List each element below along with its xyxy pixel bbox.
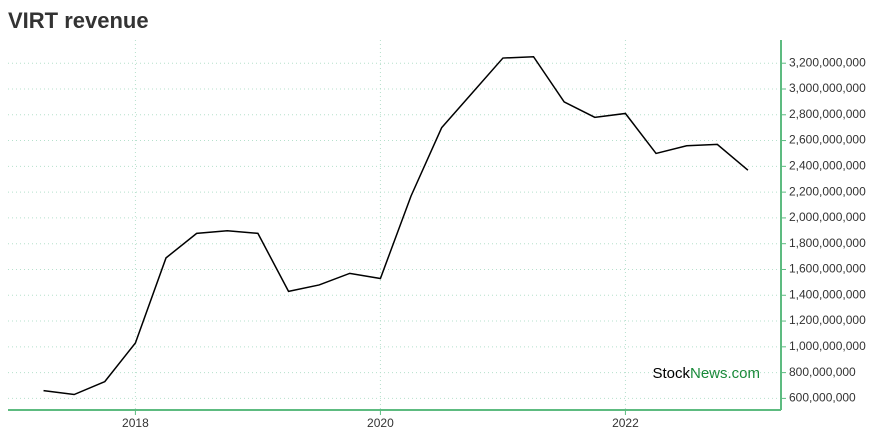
- y-tick-label: 800,000,000: [789, 365, 856, 379]
- y-tick-label: 1,800,000,000: [789, 236, 866, 250]
- y-tick-label: 1,200,000,000: [789, 313, 866, 327]
- chart-title: VIRT revenue: [8, 8, 149, 33]
- y-tick-label: 2,800,000,000: [789, 107, 866, 121]
- y-tick-label: 2,000,000,000: [789, 210, 866, 224]
- y-tick-label: 2,600,000,000: [789, 133, 866, 147]
- y-tick-label: 3,000,000,000: [789, 81, 866, 95]
- line: [43, 55, 749, 396]
- watermark-part: News.com: [690, 365, 760, 382]
- y-tick-label: 1,400,000,000: [789, 287, 866, 301]
- x-tick-label: 2020: [367, 416, 394, 430]
- y-tick-label: 2,200,000,000: [789, 184, 866, 198]
- y-tick-label: 1,600,000,000: [789, 262, 866, 276]
- y-tick-label: 600,000,000: [789, 391, 856, 405]
- watermark: StockNews.com: [652, 365, 760, 382]
- y-tick-label: 2,400,000,000: [789, 159, 866, 173]
- x-tick-label: 2022: [612, 416, 639, 430]
- watermark-part: Stock: [652, 365, 690, 382]
- x-tick-label: 2018: [122, 416, 149, 430]
- y-tick-label: 1,000,000,000: [789, 339, 866, 353]
- y-tick-label: 3,200,000,000: [789, 55, 866, 69]
